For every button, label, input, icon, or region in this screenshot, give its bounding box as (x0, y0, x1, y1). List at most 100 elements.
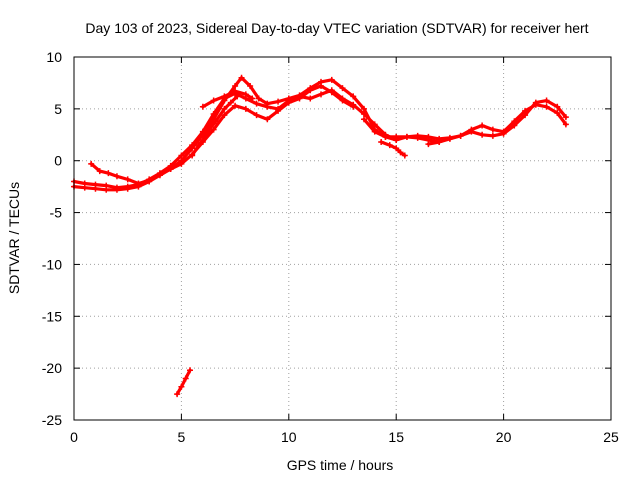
data-point (554, 110, 561, 117)
y-axis-label: SDTVAR / TECUs (6, 182, 22, 294)
data-point (360, 111, 367, 118)
y-tick-label: -5 (50, 205, 63, 221)
series-track-9 (174, 367, 193, 398)
data-point (249, 95, 256, 102)
x-tick-label: 10 (281, 429, 297, 445)
series-track-3 (88, 83, 357, 187)
series-line (379, 140, 407, 158)
data-point (232, 102, 239, 109)
data-point (397, 149, 404, 156)
data-point (378, 139, 385, 146)
data-point (339, 97, 346, 104)
data-point (113, 184, 120, 191)
data-point (318, 91, 325, 98)
data-point (178, 152, 185, 159)
data-point (81, 180, 88, 187)
data-point (468, 126, 475, 133)
data-point (96, 168, 103, 175)
series-track-4 (189, 93, 241, 159)
y-tick-label: -25 (42, 412, 62, 428)
data-point (328, 89, 335, 96)
data-point (425, 141, 432, 148)
data-point (178, 160, 185, 167)
data-point (393, 136, 400, 143)
data-point (307, 95, 314, 102)
data-point (189, 152, 196, 159)
data-point (489, 132, 496, 139)
data-point (522, 107, 529, 114)
y-tick-label: 0 (54, 153, 62, 169)
data-point (328, 76, 335, 83)
data-point (360, 116, 367, 123)
data-point (212, 118, 219, 125)
data-point (232, 88, 239, 95)
data-point (403, 133, 410, 140)
data-point (360, 105, 367, 112)
y-tick-label: -10 (42, 256, 62, 272)
x-tick-label: 25 (603, 429, 619, 445)
series-track-8 (378, 139, 408, 159)
data-point (275, 107, 282, 114)
data-point (532, 101, 539, 108)
plot-frame (73, 56, 612, 421)
data-point (446, 135, 453, 142)
data-point (350, 93, 357, 100)
data-point (296, 95, 303, 102)
data-point (156, 171, 163, 178)
data-point (221, 93, 228, 100)
data-point (255, 95, 262, 102)
data-point (238, 74, 245, 81)
data-point (234, 93, 241, 100)
data-point (210, 111, 217, 118)
y-tick-label: -20 (42, 360, 62, 376)
x-tick-label: 15 (388, 429, 404, 445)
data-point (88, 160, 95, 167)
data-point (146, 177, 153, 184)
data-point (393, 145, 400, 152)
data-point (247, 83, 254, 90)
series-line (175, 368, 192, 396)
data-point (264, 116, 271, 123)
data-point (554, 103, 561, 110)
data-point (221, 112, 228, 119)
data-point (543, 103, 550, 110)
data-point (124, 176, 131, 183)
data-point (562, 121, 569, 128)
data-point (227, 99, 234, 106)
data-point (178, 383, 185, 390)
data-point (307, 87, 314, 94)
data-point (275, 98, 282, 105)
data-point (401, 152, 408, 159)
data-point (210, 97, 217, 104)
data-point (135, 180, 142, 187)
data-point (105, 170, 112, 177)
data-point (382, 133, 389, 140)
data-point (350, 103, 357, 110)
data-point (242, 105, 249, 112)
data-point (242, 91, 249, 98)
data-point (232, 83, 239, 90)
data-point (174, 391, 181, 398)
data-point (339, 85, 346, 92)
grid (74, 57, 611, 420)
data-point (371, 128, 378, 135)
data-point (195, 142, 202, 149)
data-point (318, 83, 325, 90)
data-point (124, 183, 131, 190)
data-point (371, 121, 378, 128)
data-point (489, 126, 496, 133)
data-point (479, 122, 486, 129)
series-track-5 (199, 88, 256, 110)
data-point (543, 97, 550, 104)
x-axis-label: GPS time / hours (287, 457, 394, 473)
y-tick-label: -15 (42, 308, 62, 324)
data-point (511, 118, 518, 125)
y-tick-label: 10 (46, 49, 62, 65)
data-point (186, 367, 193, 374)
data-point (206, 126, 213, 133)
series-track-7 (425, 101, 569, 148)
data-point (199, 103, 206, 110)
chart-title: Day 103 of 2023, Sidereal Day-to-day VTE… (85, 20, 588, 36)
y-tick-label: 5 (54, 101, 62, 117)
